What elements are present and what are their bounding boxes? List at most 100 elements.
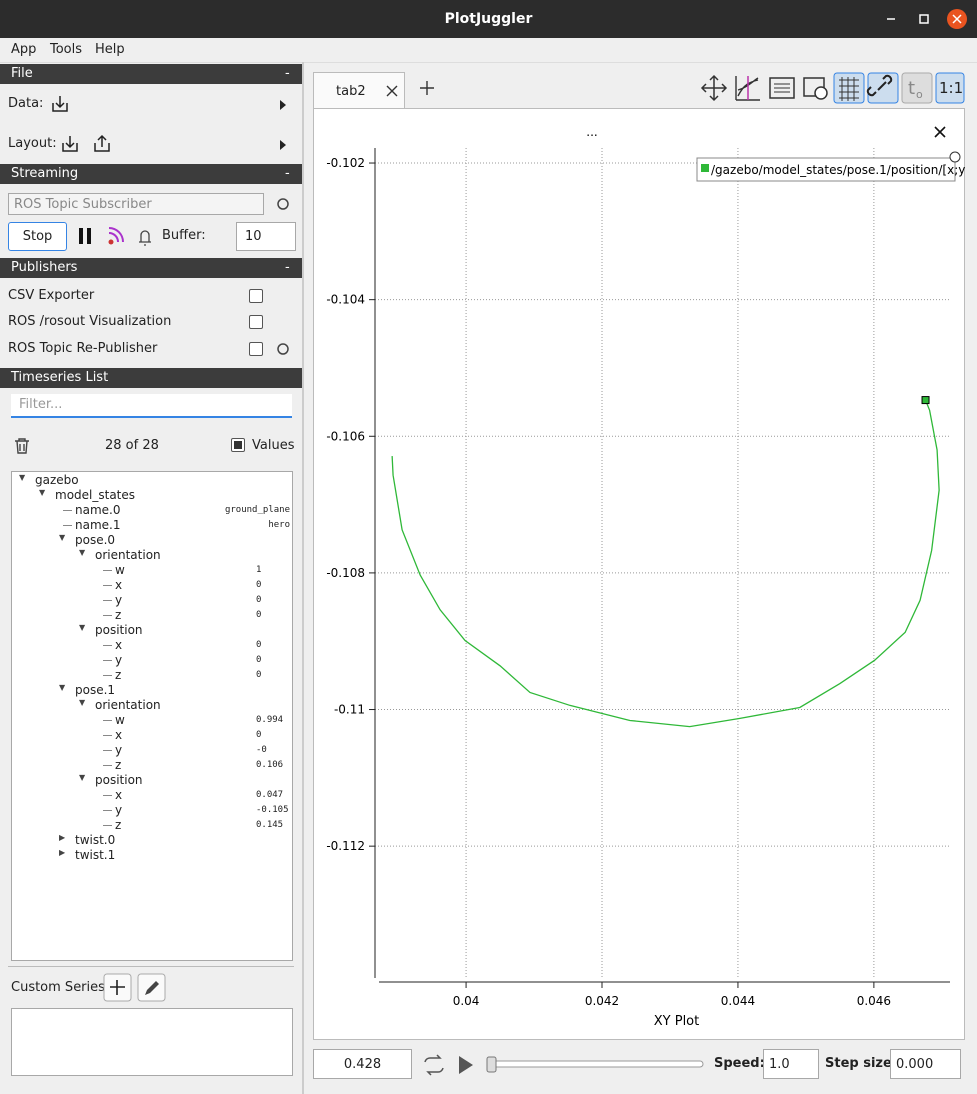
custom-buttons[interactable] [103, 973, 167, 1003]
header-text: File [11, 66, 33, 81]
menu-item[interactable]: Tools [50, 42, 83, 57]
tab[interactable]: tab2 [313, 72, 405, 109]
tree-value: 0 [256, 610, 262, 620]
svg-text:t: t [908, 78, 915, 99]
x-tick-label: 0.04 [453, 994, 480, 1008]
checkbox[interactable] [249, 342, 263, 356]
filter-input[interactable]: Filter... [11, 394, 292, 418]
tree-branch [103, 675, 112, 676]
series-line [391, 399, 940, 728]
section-header[interactable]: File - [0, 64, 302, 84]
section-header[interactable]: Publishers - [0, 258, 302, 278]
tree-label: name.0 [75, 503, 121, 517]
x-tick-label: 0.042 [585, 994, 619, 1008]
collapse[interactable]: - [285, 66, 290, 81]
expand-arrow: ▼ [39, 488, 46, 497]
section-header[interactable]: Timeseries List [0, 368, 302, 388]
menu-bar: App Tools Help [0, 38, 977, 63]
tree-label: twist.1 [75, 848, 116, 862]
y-tick-label: -0.106 [326, 429, 365, 443]
tree-branch [103, 735, 112, 736]
label: Buffer: [162, 228, 206, 243]
splitter[interactable] [302, 62, 304, 1094]
publisher: ROS Topic Re-Publisher [8, 341, 158, 356]
expand-arrow: ▼ [59, 533, 66, 542]
values-checkbox[interactable] [231, 438, 245, 452]
tree-value: hero [268, 520, 290, 530]
label: Values [252, 438, 295, 453]
collapse[interactable]: - [285, 166, 290, 181]
tree-value: -0 [256, 745, 267, 755]
y-tick-label: -0.11 [334, 703, 365, 717]
tree-branch [103, 615, 112, 616]
window-title: PlotJuggler [444, 11, 533, 27]
tree-label: model_states [55, 488, 136, 502]
tree-label: x [115, 638, 123, 652]
custom-series-list [11, 1008, 293, 1076]
trash-icon[interactable] [12, 436, 32, 456]
file-icons[interactable] [50, 93, 290, 155]
x-axis-label: XY Plot [654, 1014, 699, 1029]
x-tick-label: 0.044 [721, 994, 755, 1008]
tab-close[interactable] [386, 85, 398, 97]
header-text: Publishers [11, 260, 78, 275]
add-tab[interactable] [419, 80, 435, 96]
expand-arrow: ▼ [59, 683, 66, 692]
tree-branch [103, 810, 112, 811]
menu-item[interactable]: App [11, 42, 37, 57]
label: Layout: [8, 136, 57, 151]
tree-label: pose.1 [75, 683, 116, 697]
tree-label: twist.0 [75, 833, 116, 847]
tree-value: 0 [256, 595, 262, 605]
checkbox[interactable] [249, 289, 263, 303]
step-spin[interactable]: 0.000 [890, 1049, 961, 1079]
tree-label: z [115, 758, 122, 772]
tree-branch [103, 765, 112, 766]
tree-label: orientation [95, 548, 161, 562]
stop-button[interactable]: Stop [8, 222, 67, 251]
tree-branch [103, 600, 112, 601]
speed-spin[interactable]: 1.0 [763, 1049, 819, 1079]
tree-label: w [115, 563, 125, 577]
tree-branch [103, 570, 112, 571]
tree-branch [103, 795, 112, 796]
tree-value: 0.994 [256, 715, 284, 725]
series-tree: ▼ gazebo ▼ model_states name.0 ground_plane na… [11, 471, 293, 961]
buffer-spin[interactable]: 10 [236, 222, 296, 251]
tree-label: z [115, 668, 122, 682]
tree-value: 0.145 [256, 820, 284, 830]
legend-box [696, 157, 956, 182]
y-tick-label: -0.102 [326, 156, 365, 170]
expand-arrow: ▼ [79, 623, 86, 632]
checkbox[interactable] [249, 315, 263, 329]
tab-label: tab2 [336, 84, 366, 99]
tree-label: pose.0 [75, 533, 116, 547]
tree-value: 0 [256, 580, 262, 590]
expand-arrow: ▶ [59, 848, 66, 857]
section-header[interactable]: Streaming - [0, 164, 302, 184]
label: Custom Series: [11, 980, 110, 995]
tree-label: x [115, 728, 123, 742]
svg-text:o: o [916, 88, 923, 101]
menu-item[interactable]: Help [95, 42, 125, 57]
plot-close[interactable] [934, 126, 946, 138]
tree-label: gazebo [35, 473, 79, 487]
window-controls[interactable] [880, 8, 970, 30]
ratio-button[interactable]: 1:1 [939, 79, 964, 97]
tree-value: 0 [256, 730, 262, 740]
collapse[interactable]: - [285, 260, 290, 275]
expand-arrow: ▼ [79, 698, 86, 707]
tree-label: y [115, 803, 123, 817]
tree-value: 0 [256, 670, 262, 680]
title-bar [0, 0, 977, 38]
time-field[interactable]: 0.428 [313, 1049, 412, 1079]
tree-label: position [95, 623, 143, 637]
tree-label: y [115, 653, 123, 667]
tree-branch [103, 585, 112, 586]
stream-icons[interactable] [75, 195, 295, 355]
playback-controls[interactable] [420, 1052, 710, 1078]
legend-label: /gazebo/model_states/pose.1/position/[x;… [711, 163, 965, 177]
source-combo[interactable]: ROS Topic Subscriber [8, 193, 264, 215]
